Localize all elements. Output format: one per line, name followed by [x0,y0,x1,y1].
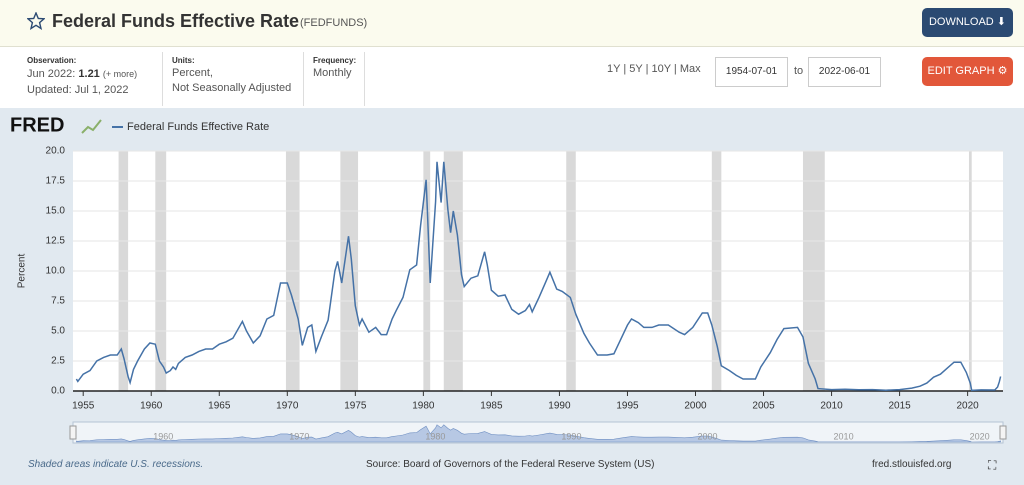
navigator-area [76,424,1001,443]
range-link[interactable]: 5Y [629,63,643,75]
edit-graph-text: EDIT GRAPH [927,65,995,77]
frequency-label: Frequency: [313,56,357,65]
series-line [75,161,1002,392]
site: fred.stlouisfed.org [872,459,952,470]
fred-logo: FRED [10,114,64,136]
x-tick-label: 1985 [480,401,503,412]
x-tick-label: 1990 [548,401,571,412]
observation-value: 1.21 [78,68,100,80]
recession-note: Shaded areas indicate U.S. recessions. [28,459,204,470]
x-tick-label: 1960 [140,401,163,412]
navigator-handle[interactable] [999,425,1007,440]
download-button[interactable]: DOWNLOAD ⬇ [922,8,1013,37]
range-link[interactable]: 10Y [651,63,671,75]
x-tick-label: 2000 [684,401,707,412]
start-date-input[interactable]: 1954-07-01 [715,57,788,87]
series-title: Federal Funds Effective Rate [52,11,300,31]
x-tick-label: 2020 [956,401,979,412]
observation: Jun 2022: 1.21 (+ more) [27,67,137,82]
range-link[interactable]: Max [679,63,701,75]
to-label: to [794,65,804,77]
y-tick-label: 12.5 [46,236,66,247]
units-1: Percent, [172,67,213,79]
source: Source: Board of Governors of the Federa… [366,459,655,470]
divider [162,52,163,106]
x-tick-label: 1975 [344,401,367,412]
end-date-input[interactable]: 2022-06-01 [808,57,881,87]
logo-icon [81,119,102,134]
x-tick-label: 1970 [276,401,299,412]
range-link[interactable]: 1Y [607,63,621,75]
observation-date: Jun 2022: [27,68,76,80]
navigator-tick-label: 2020 [970,431,990,441]
x-tick-label: 1965 [208,401,231,412]
navigator-tick-label: 2000 [697,431,717,441]
header-bar: Federal Funds Effective Rate (FEDFUNDS) … [0,0,1024,47]
navigator-tick-label: 1990 [561,431,581,441]
navigator-tick-label: 2010 [834,431,854,441]
y-tick-label: 17.5 [46,176,66,187]
navigator-handle[interactable] [69,425,77,440]
navigator-tick-label: 1980 [425,431,445,441]
navigator-tick-label: 1960 [153,431,173,441]
x-tick-label: 1980 [412,401,435,412]
x-tick-label: 2010 [820,401,843,412]
updated: Updated: Jul 1, 2022 [27,84,129,96]
range-links: 1Y | 5Y | 10Y | Max [607,63,701,75]
x-tick-label: 1955 [72,401,95,412]
x-tick-label: 2005 [752,401,775,412]
favorite-star[interactable] [27,12,45,30]
download-text: DOWNLOAD [928,16,994,28]
units-label: Units: [172,56,195,65]
y-tick-label: 5.0 [51,326,65,337]
more-link[interactable]: (+ more) [102,69,138,79]
divider [303,52,304,106]
navigator-tick-label: 1970 [289,431,309,441]
observation-label: Observation: [27,56,77,65]
y-axis-label: Percent [17,254,28,289]
fullscreen-button[interactable]: ⛶ [988,458,997,472]
edit-graph-button[interactable]: EDIT GRAPH ⚙ [922,57,1013,86]
series-code: (FEDFUNDS) [300,17,368,29]
x-tick-label: 2015 [888,401,911,412]
y-tick-label: 2.5 [51,356,65,367]
legend-label: Federal Funds Effective Rate [127,121,269,133]
chart: FRED Percent 0.0 2.5 5.0 7.5 10.0 12.5 15.0 17.… [0,108,1024,485]
y-tick-label: 7.5 [51,296,65,307]
y-tick-label: 10.0 [46,266,66,277]
y-tick-label: 15.0 [46,206,66,217]
x-tick-label: 1995 [616,401,639,412]
y-tick-label: 20.0 [46,146,66,157]
divider [364,52,365,106]
y-tick-label: 0.0 [51,386,65,397]
frequency: Monthly [313,67,352,79]
units-2: Not Seasonally Adjusted [172,82,292,94]
